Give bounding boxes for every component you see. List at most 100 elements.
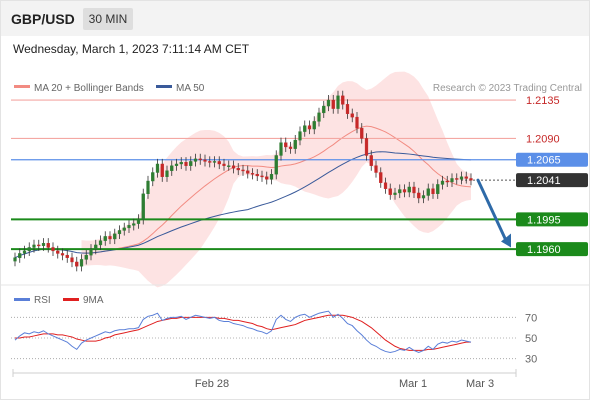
- candle-body: [250, 173, 255, 175]
- candle-body: [431, 188, 435, 195]
- candle-body: [160, 163, 164, 177]
- candle-body: [322, 105, 326, 114]
- candle-body: [170, 165, 174, 171]
- candle-body: [122, 227, 126, 231]
- candle-body: [379, 172, 383, 183]
- legend-swatch-ma20: [14, 85, 30, 88]
- candle-body: [260, 175, 264, 178]
- candle-body: [393, 192, 397, 195]
- candle-body: [417, 192, 421, 199]
- candle-body: [13, 257, 17, 262]
- candle-body: [146, 180, 150, 195]
- candle-body: [312, 121, 316, 130]
- candle-body: [208, 161, 212, 163]
- candle-body: [436, 184, 440, 194]
- candle-body: [445, 180, 449, 183]
- candle-body: [84, 254, 88, 260]
- forecast-arrow-shaft: [476, 178, 508, 242]
- candle-body: [18, 253, 22, 258]
- candle-body: [279, 142, 283, 156]
- candle-body: [231, 165, 236, 169]
- candle-body: [274, 155, 278, 175]
- candle-body: [98, 240, 103, 246]
- candle-body: [75, 261, 79, 267]
- bollinger-band: [81, 71, 471, 288]
- level-1-2065-box: [516, 152, 588, 167]
- candle-body: [132, 223, 136, 226]
- candle-body: [298, 131, 302, 141]
- candle-body: [94, 244, 98, 250]
- candle-body: [65, 254, 69, 258]
- rsi-tick-50: 50: [525, 333, 537, 345]
- candle-body: [151, 172, 155, 182]
- candle-body: [341, 95, 345, 105]
- candle-body: [46, 243, 50, 248]
- candle-body: [364, 138, 369, 156]
- rsi-9ma-line: [15, 314, 471, 351]
- candle-body: [374, 165, 378, 173]
- candle-body: [469, 178, 473, 181]
- candle-body: [179, 162, 183, 165]
- candle-body: [426, 188, 430, 196]
- x-tick-mar-1: Mar 1: [399, 378, 427, 390]
- level-1-1995-label: 1.1995: [527, 214, 561, 226]
- candle-body: [117, 230, 122, 235]
- candle-body: [326, 99, 331, 107]
- candle-body: [360, 127, 364, 139]
- candle-body: [56, 250, 60, 254]
- candle-body: [398, 189, 402, 194]
- credit-label: Research © 2023 Trading Central: [433, 83, 582, 94]
- candle-body: [450, 178, 454, 183]
- timeframe-button[interactable]: 30 MIN: [83, 8, 133, 30]
- rsi-tick-70: 70: [525, 312, 537, 324]
- level-1-2041-box: [516, 173, 588, 188]
- candle-body: [184, 162, 188, 166]
- candle-body: [60, 253, 65, 256]
- candle-body: [236, 168, 240, 171]
- candle-body: [284, 142, 288, 148]
- x-tick-feb-28: Feb 28: [195, 378, 229, 390]
- rsi-line: [14, 310, 472, 354]
- candle-body: [440, 180, 445, 185]
- candle-body: [369, 155, 373, 166]
- candle-body: [41, 243, 46, 246]
- candle-body: [336, 95, 340, 109]
- legend-label-rsi: RSI: [34, 295, 51, 306]
- candle-body: [402, 189, 407, 193]
- level-1-1995-box: [516, 212, 588, 227]
- level-1-1960-box: [516, 242, 588, 257]
- candle-body: [355, 116, 359, 129]
- candle-body: [79, 259, 84, 267]
- candle-body: [203, 159, 207, 162]
- candle-body: [141, 193, 145, 220]
- candle-body: [412, 186, 416, 194]
- candle-body: [293, 139, 297, 149]
- candle-body: [407, 186, 411, 193]
- candle-body: [246, 170, 250, 174]
- candle-body: [350, 113, 354, 118]
- candle-body: [37, 244, 41, 247]
- candle-body: [345, 104, 350, 114]
- candle-body: [288, 146, 293, 149]
- candle-body: [212, 161, 217, 163]
- candle-body: [255, 174, 259, 177]
- candle-body: [136, 219, 141, 224]
- candle-body: [89, 248, 93, 256]
- candle-body: [241, 169, 245, 172]
- candle-body: [127, 225, 131, 229]
- candle-body: [51, 247, 55, 252]
- candle-body: [227, 165, 231, 167]
- candle-body: [464, 176, 468, 179]
- candle-body: [165, 170, 169, 177]
- symbol-title: GBP/USD: [11, 11, 75, 27]
- legend-label-ma50: MA 50: [176, 83, 205, 94]
- candle-body: [70, 257, 74, 263]
- level-1-2135-label: 1.2135: [526, 95, 560, 107]
- candle-body: [189, 161, 193, 166]
- candle-body: [222, 163, 226, 166]
- candle-body: [113, 233, 117, 240]
- candle-body: [155, 163, 160, 173]
- level-1-2065-label: 1.2065: [527, 155, 561, 167]
